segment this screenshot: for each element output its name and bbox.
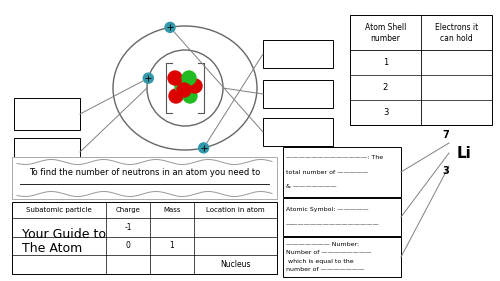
Text: 7: 7	[442, 130, 449, 140]
Circle shape	[177, 83, 191, 97]
Circle shape	[144, 73, 154, 83]
Text: & ———————: & ———————	[286, 184, 337, 189]
Bar	[283, 237, 401, 277]
Bar	[263, 40, 333, 68]
Text: —————————————: The: —————————————: The	[286, 155, 383, 160]
Text: -1: -1	[124, 223, 132, 232]
Text: 1: 1	[383, 58, 388, 67]
Text: To find the number of neutrons in an atom you need to: To find the number of neutrons in an ato…	[29, 169, 260, 178]
Bar	[263, 118, 333, 146]
Circle shape	[175, 79, 189, 93]
Text: total number of —————: total number of —————	[286, 169, 368, 175]
Text: 0: 0	[126, 241, 130, 250]
Bar	[12, 157, 277, 199]
Text: which is equal to the: which is equal to the	[286, 259, 354, 264]
Circle shape	[188, 79, 202, 93]
Circle shape	[169, 89, 183, 103]
Text: Nucleus: Nucleus	[220, 260, 250, 269]
Text: Subatomic particle: Subatomic particle	[26, 207, 92, 213]
Bar	[12, 202, 277, 274]
Circle shape	[182, 71, 196, 85]
Text: Your Guide to: Your Guide to	[22, 228, 106, 241]
Text: Location in atom: Location in atom	[206, 207, 264, 213]
Bar	[283, 147, 401, 197]
Bar	[14, 98, 80, 130]
Bar	[283, 198, 401, 236]
Text: Atom Shell
number: Atom Shell number	[365, 22, 406, 43]
Circle shape	[168, 71, 182, 85]
Text: Charge: Charge	[116, 207, 140, 213]
Text: Atomic Symbol: —————: Atomic Symbol: —————	[286, 207, 368, 212]
Text: ——————— Number:: ——————— Number:	[286, 242, 359, 247]
Text: The Atom: The Atom	[22, 242, 82, 255]
Text: Mass: Mass	[163, 207, 180, 213]
Text: 3: 3	[442, 166, 449, 176]
Text: ———————————————: ———————————————	[286, 223, 380, 228]
Circle shape	[198, 143, 208, 153]
Text: 2: 2	[383, 83, 388, 92]
Text: Li: Li	[457, 146, 472, 160]
Text: Number of ————————: Number of ————————	[286, 250, 372, 255]
Circle shape	[183, 89, 197, 103]
Text: 3: 3	[383, 108, 388, 117]
Text: number of ———————: number of ———————	[286, 267, 364, 272]
Text: Electrons it
can hold: Electrons it can hold	[435, 22, 478, 43]
Circle shape	[165, 22, 175, 32]
Bar	[263, 80, 333, 108]
Bar	[14, 138, 80, 166]
Text: 1: 1	[170, 241, 174, 250]
Bar	[350, 15, 492, 125]
